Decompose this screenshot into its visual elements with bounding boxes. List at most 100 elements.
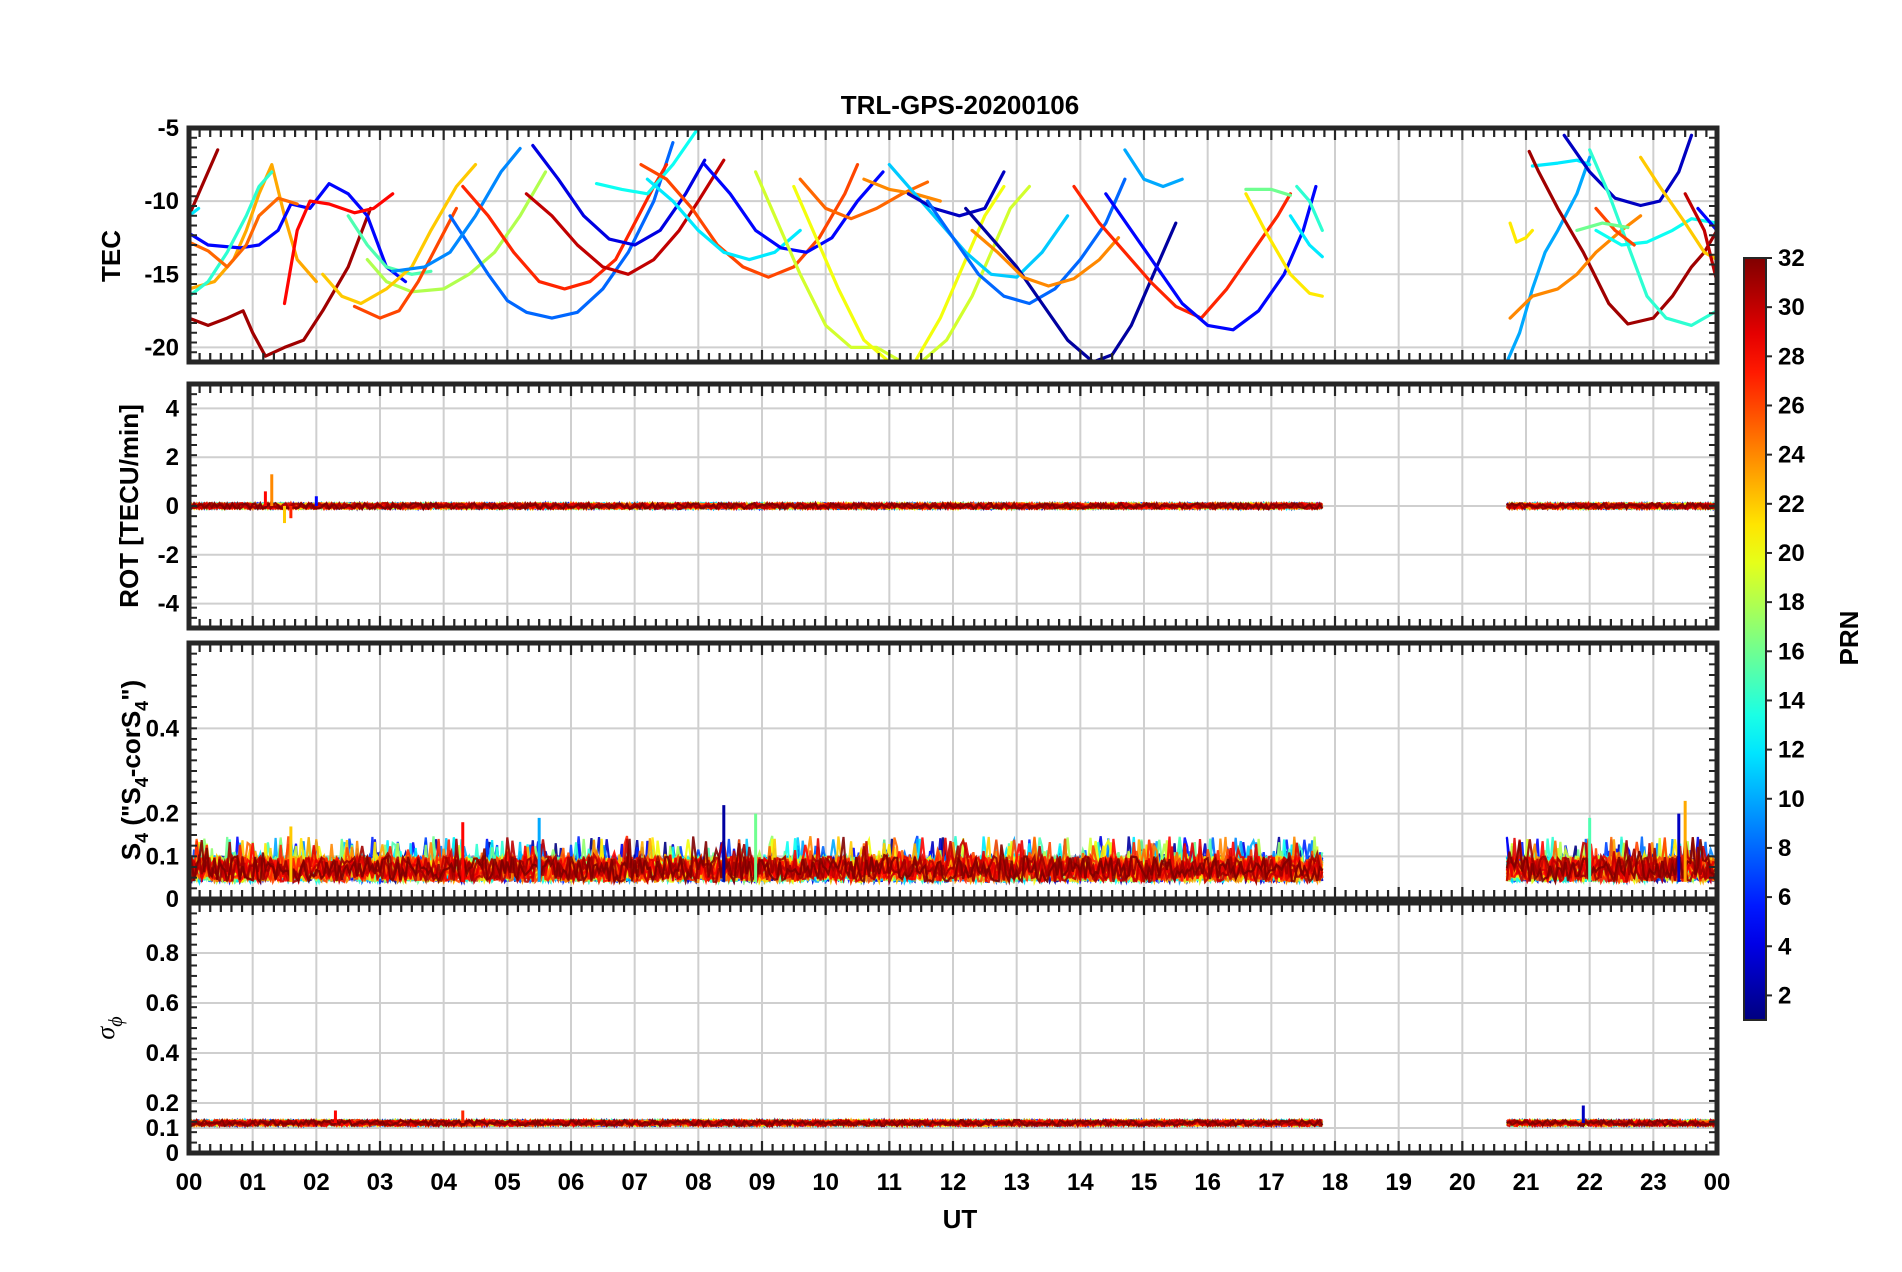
tec-arc-prn-14 (1588, 148, 1717, 327)
sigphi-ylabel: σϕ (91, 1016, 127, 1039)
x-tick-label: 13 (1003, 1169, 1030, 1196)
tec-arc-prn-28 (282, 192, 395, 306)
x-tick-label: 16 (1194, 1169, 1221, 1196)
tec-arc-prn-10 (1123, 148, 1184, 189)
tec-arc-prn-3 (906, 170, 1006, 218)
tec-arc-prn-19 (753, 170, 1032, 362)
y-tick-label: 2 (166, 444, 179, 471)
y-tick-label: 0.1 (146, 1115, 179, 1142)
x-tick-label: 08 (685, 1169, 712, 1196)
x-tick-label: 04 (430, 1169, 457, 1196)
sigphi-grid (189, 903, 1717, 1154)
tec-arc-prn-21 (1508, 221, 1535, 244)
sigphi-ylabel-sub: ϕ (105, 1016, 127, 1026)
tec-arc-prn-15 (346, 214, 433, 276)
tec-tick-marks (187, 127, 1719, 363)
y-tick-label: 0.2 (146, 1090, 179, 1117)
tec-arc-prn-22 (1638, 155, 1717, 262)
x-tick-label: 11 (877, 1169, 902, 1196)
y-tick-label: 0.6 (146, 990, 179, 1017)
colorbar-tick-label: 18 (1778, 589, 1805, 616)
tec-arc-prn-14 (189, 170, 274, 298)
colorbar-tick-label: 20 (1778, 540, 1805, 567)
s4-ylabel-mid: ("S (116, 787, 146, 833)
tec-arc-prn-12 (645, 177, 802, 262)
x-tick-label: 09 (749, 1169, 776, 1196)
tec-arc-prn-16 (1244, 187, 1293, 197)
y-tick-label: 0.4 (146, 715, 180, 742)
y-tick-label: 0.4 (146, 1040, 180, 1067)
x-tick-label: 21 (1513, 1169, 1540, 1196)
rot-tick-marks (187, 383, 1719, 629)
s4-ylabel-sub2: 4 (132, 777, 152, 787)
y-tick-label: -15 (144, 261, 179, 288)
tec-arc-prn-8 (448, 141, 675, 320)
tec-arc-prn-8 (925, 177, 1127, 306)
tec-arc-prn-13 (1594, 217, 1717, 247)
s4-series (189, 800, 1717, 887)
s4-y-ticks: 0 0.1 0.2 0.4 (146, 715, 180, 913)
colorbar-tick-label: 10 (1778, 786, 1805, 813)
sigphi-y-ticks: 00.10.2 0.4 0.6 0.8 (146, 940, 180, 1167)
chart-title: TRL-GPS-20200106 (841, 90, 1079, 120)
x-tick-label: 02 (303, 1169, 330, 1196)
tec-arc-prn-21 (1244, 192, 1324, 298)
tec-arc-prn-9 (391, 146, 522, 273)
tec-arc-prn-31 (189, 206, 373, 358)
tec-arc-prn-22 (321, 163, 478, 306)
tec-arc-prn-24 (970, 228, 1121, 288)
y-tick-label: 0.1 (146, 843, 179, 870)
rot-trace-prn-32 (1506, 501, 1716, 511)
tec-arc-prn-26 (639, 163, 860, 279)
tec-ylabel: TEC (96, 230, 126, 282)
y-tick-label: -20 (144, 334, 179, 361)
tec-arc-prn-16 (1575, 221, 1630, 232)
s4-tick-marks (187, 642, 1719, 900)
colorbar-tick-label: 16 (1778, 638, 1805, 665)
tec-arc-prn-14 (1295, 184, 1324, 232)
tec-y-ticks: -20 -15 -10 -5 (144, 115, 179, 361)
tec-arc-prn-13 (594, 128, 700, 196)
tec-arc-prn-3 (1562, 133, 1694, 208)
tec-arc-prn-24 (862, 177, 942, 203)
y-tick-label: 0 (166, 493, 179, 520)
x-tick-label: 06 (558, 1169, 585, 1196)
y-tick-label: 4 (166, 395, 180, 422)
tec-arc-prn-25 (189, 196, 299, 269)
tec-arc-prn-12 (1288, 214, 1324, 259)
s4-ylabel-close: ") (116, 680, 146, 701)
s4-ylabel-s: S (116, 843, 146, 860)
colorbar-tick-label: 4 (1778, 933, 1792, 960)
sigphi-ylabel-sigma: σ (91, 1026, 120, 1040)
y-tick-label: 0 (166, 1140, 179, 1167)
y-tick-label: -10 (144, 188, 179, 215)
x-tick-label: 10 (812, 1169, 839, 1196)
tec-arc-prn-5 (703, 163, 885, 254)
tec-arc-prn-27 (461, 163, 669, 291)
colorbar-tick-label: 22 (1778, 491, 1805, 518)
x-tick-label: 19 (1385, 1169, 1412, 1196)
s4-ylabel-sub3: 4 (132, 701, 152, 711)
x-axis-label: UT (943, 1204, 978, 1234)
colorbar-tick-label: 28 (1778, 343, 1805, 370)
colorbar-tick-label: 26 (1778, 392, 1805, 419)
x-tick-label: 01 (239, 1169, 266, 1196)
rot-trace-prn-32 (189, 500, 1324, 512)
y-tick-label: -5 (158, 115, 179, 142)
tec-series (189, 128, 1717, 362)
s4-ylabel-sub: 4 (132, 833, 152, 843)
sigphi-tick-marks (187, 902, 1719, 1154)
colorbar-tick-label: 32 (1778, 245, 1805, 272)
panel-sigphi: 00.10.2 0.4 0.6 0.8 σϕ (91, 900, 1720, 1167)
x-tick-label: 14 (1067, 1169, 1094, 1196)
colorbar-tick-label: 6 (1778, 884, 1791, 911)
tec-arc-prn-26 (1594, 206, 1636, 247)
sigphi-series (189, 1105, 1717, 1129)
sigphi-trace-prn-32 (189, 1117, 1324, 1129)
y-tick-label: -2 (158, 542, 179, 569)
tec-arc-prn-5 (189, 182, 408, 284)
x-tick-label: 23 (1640, 1169, 1667, 1196)
colorbar-tick-label: 2 (1778, 982, 1791, 1009)
